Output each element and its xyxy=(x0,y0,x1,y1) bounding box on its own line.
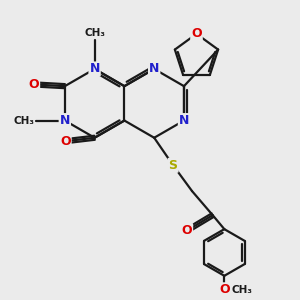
Text: N: N xyxy=(89,62,100,76)
Text: CH₃: CH₃ xyxy=(13,116,34,126)
Text: CH₃: CH₃ xyxy=(84,28,105,38)
Text: O: O xyxy=(60,135,71,148)
Text: N: N xyxy=(149,62,159,76)
Text: N: N xyxy=(60,114,70,127)
Text: N: N xyxy=(179,114,189,127)
Text: O: O xyxy=(191,27,202,40)
Text: O: O xyxy=(182,224,192,237)
Text: CH₃: CH₃ xyxy=(232,285,253,295)
Text: O: O xyxy=(219,283,230,296)
Text: O: O xyxy=(28,78,39,91)
Text: S: S xyxy=(169,159,178,172)
